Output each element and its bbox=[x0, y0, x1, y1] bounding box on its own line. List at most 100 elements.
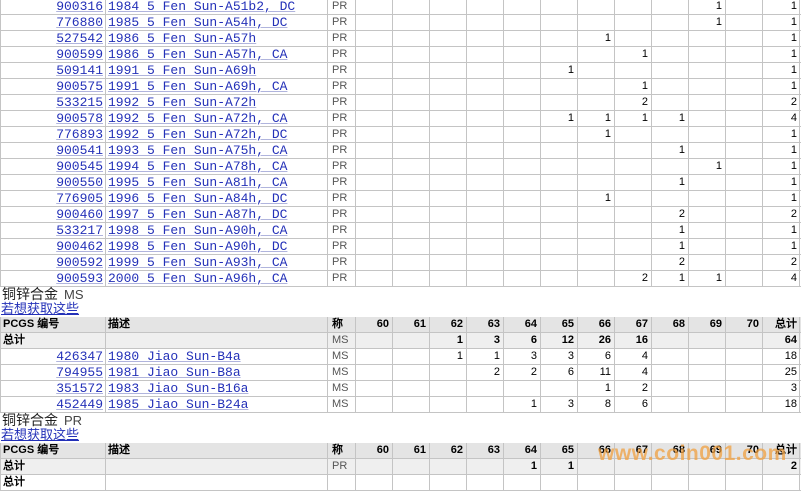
pcgs-link[interactable]: 509141 bbox=[56, 63, 103, 78]
desc-link[interactable]: 1994 5 Fen Sun-A78h, CA bbox=[108, 159, 288, 174]
pcgs-cell: 900460 bbox=[0, 207, 106, 222]
desc-link[interactable]: 1992 5 Fen Sun-A72h bbox=[108, 95, 257, 110]
pcgs-link[interactable]: 900460 bbox=[56, 207, 103, 222]
pcgs-link[interactable]: 776893 bbox=[56, 127, 103, 142]
desc-link[interactable]: 1985 Jiao Sun-B24a bbox=[108, 397, 249, 412]
desc-link[interactable]: 1984 5 Fen Sun-A51b2, DC bbox=[108, 0, 296, 14]
desc-cell: 1994 5 Fen Sun-A78h, CA bbox=[106, 159, 328, 174]
pcgs-link[interactable]: 900462 bbox=[56, 239, 103, 254]
header-cell: 总计 bbox=[763, 443, 800, 458]
pcgs-link[interactable]: 452449 bbox=[56, 397, 103, 412]
grade-cell: PR bbox=[328, 159, 356, 174]
empty-cell bbox=[356, 143, 393, 158]
empty-cell bbox=[578, 95, 615, 110]
desc-link[interactable]: 1995 5 Fen Sun-A81h, CA bbox=[108, 175, 288, 190]
desc-link[interactable]: 1980 Jiao Sun-B4a bbox=[108, 349, 241, 364]
empty-cell bbox=[726, 333, 763, 348]
pcgs-link[interactable]: 351572 bbox=[56, 381, 103, 396]
empty-cell bbox=[356, 365, 393, 380]
desc-link[interactable]: 1998 5 Fen Sun-A90h, CA bbox=[108, 223, 288, 238]
empty-cell bbox=[430, 111, 467, 126]
pcgs-cell: 533217 bbox=[0, 223, 106, 238]
grade-cell: PR bbox=[328, 0, 356, 14]
count-cell: 1 bbox=[578, 127, 615, 142]
count-cell: 1 bbox=[652, 271, 689, 286]
pcgs-link[interactable]: 900550 bbox=[56, 175, 103, 190]
table-row: 900593 2000 5 Fen Sun-A96h, CA PR 2 1 1 4 bbox=[0, 271, 801, 287]
desc-cell: 1995 5 Fen Sun-A81h, CA bbox=[106, 175, 328, 190]
desc-link[interactable]: 1999 5 Fen Sun-A93h, CA bbox=[108, 255, 288, 270]
table-row: 776893 1992 5 Fen Sun-A72h, DC PR 1 1 bbox=[0, 127, 801, 143]
total-cell: 4 bbox=[763, 111, 800, 126]
pcgs-link[interactable]: 794955 bbox=[56, 365, 103, 380]
empty-cell bbox=[356, 175, 393, 190]
pcgs-link[interactable]: 776905 bbox=[56, 191, 103, 206]
empty-cell bbox=[504, 143, 541, 158]
desc-link[interactable]: 1998 5 Fen Sun-A90h, DC bbox=[108, 239, 288, 254]
empty-cell bbox=[430, 79, 467, 94]
count-cell: 1 bbox=[652, 175, 689, 190]
desc-link[interactable]: 1986 5 Fen Sun-A57h, CA bbox=[108, 47, 288, 62]
pcgs-link[interactable]: 900578 bbox=[56, 111, 103, 126]
grade-cell: PR bbox=[328, 127, 356, 142]
desc-link[interactable]: 1983 Jiao Sun-B16a bbox=[108, 381, 249, 396]
desc-link[interactable]: 1986 5 Fen Sun-A57h bbox=[108, 31, 257, 46]
desc-link[interactable]: 1985 5 Fen Sun-A54h, DC bbox=[108, 15, 288, 30]
desc-link[interactable]: 1996 5 Fen Sun-A84h, DC bbox=[108, 191, 288, 206]
pcgs-link[interactable]: 900316 bbox=[56, 0, 103, 14]
empty-cell bbox=[504, 31, 541, 46]
header-cell: 61 bbox=[393, 317, 430, 332]
empty-cell bbox=[726, 223, 763, 238]
empty-cell bbox=[652, 159, 689, 174]
get-link[interactable]: 若想获取这些 bbox=[1, 427, 80, 442]
desc-link[interactable]: 1992 5 Fen Sun-A72h, DC bbox=[108, 127, 288, 142]
empty-cell bbox=[689, 333, 726, 348]
total-cell: 18 bbox=[763, 349, 800, 364]
count-cell: 2 bbox=[652, 207, 689, 222]
count-cell: 6 bbox=[578, 349, 615, 364]
grade-cell: MS bbox=[328, 349, 356, 364]
header-cell: 62 bbox=[430, 317, 467, 332]
desc-link[interactable]: 1997 5 Fen Sun-A87h, DC bbox=[108, 207, 288, 222]
pcgs-link[interactable]: 900593 bbox=[56, 271, 103, 286]
empty-cell bbox=[541, 239, 578, 254]
summary-label: 总计 bbox=[0, 333, 106, 348]
pcgs-link[interactable]: 900575 bbox=[56, 79, 103, 94]
desc-link[interactable]: 1981 Jiao Sun-B8a bbox=[108, 365, 241, 380]
total-cell: 18 bbox=[763, 397, 800, 412]
pcgs-link[interactable]: 900545 bbox=[56, 159, 103, 174]
pcgs-link[interactable]: 900541 bbox=[56, 143, 103, 158]
title-grade: MS bbox=[64, 287, 84, 302]
empty-cell bbox=[393, 397, 430, 412]
total-cell: 25 bbox=[763, 365, 800, 380]
count-cell: 1 bbox=[541, 459, 578, 474]
get-link[interactable]: 若想获取这些 bbox=[1, 301, 80, 316]
count-cell: 1 bbox=[467, 349, 504, 364]
header-cell: 60 bbox=[356, 443, 393, 458]
table-row: 900575 1991 5 Fen Sun-A69h, CA PR 1 1 bbox=[0, 79, 801, 95]
empty-cell bbox=[689, 31, 726, 46]
pcgs-link[interactable]: 776880 bbox=[56, 15, 103, 30]
count-cell: 1 bbox=[689, 0, 726, 14]
header-cell: 70 bbox=[726, 317, 763, 332]
empty-cell bbox=[578, 459, 615, 474]
desc-link[interactable]: 1991 5 Fen Sun-A69h bbox=[108, 63, 257, 78]
desc-cell: 1985 Jiao Sun-B24a bbox=[106, 397, 328, 412]
empty-cell bbox=[541, 159, 578, 174]
empty-cell bbox=[393, 333, 430, 348]
empty-cell bbox=[467, 95, 504, 110]
empty-cell bbox=[726, 111, 763, 126]
desc-link[interactable]: 1992 5 Fen Sun-A72h, CA bbox=[108, 111, 288, 126]
pcgs-link[interactable]: 527542 bbox=[56, 31, 103, 46]
pcgs-link[interactable]: 533217 bbox=[56, 223, 103, 238]
pcgs-link[interactable]: 900599 bbox=[56, 47, 103, 62]
desc-link[interactable]: 1991 5 Fen Sun-A69h, CA bbox=[108, 79, 288, 94]
grade-cell: PR bbox=[328, 31, 356, 46]
grade-cell: PR bbox=[328, 239, 356, 254]
pcgs-link[interactable]: 900592 bbox=[56, 255, 103, 270]
desc-link[interactable]: 1993 5 Fen Sun-A75h, CA bbox=[108, 143, 288, 158]
pcgs-link[interactable]: 426347 bbox=[56, 349, 103, 364]
pcgs-link[interactable]: 533215 bbox=[56, 95, 103, 110]
total-cell: 1 bbox=[763, 0, 800, 14]
desc-link[interactable]: 2000 5 Fen Sun-A96h, CA bbox=[108, 271, 288, 286]
